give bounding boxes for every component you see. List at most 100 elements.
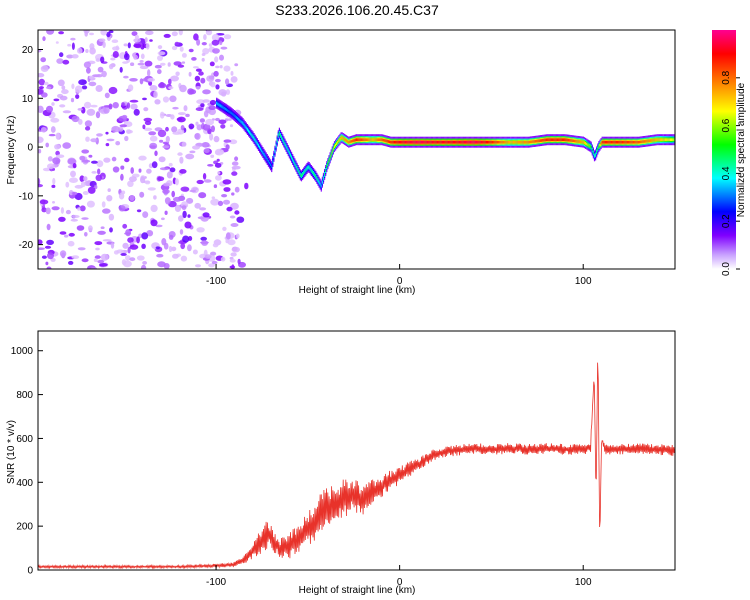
- heatmap-cell: [592, 151, 594, 155]
- heatmap-cell: [313, 172, 315, 175]
- heatmap-cell: [85, 136, 90, 142]
- heatmap-cell: [205, 118, 215, 126]
- heatmap-cell: [55, 154, 65, 158]
- heatmap-cell: [418, 140, 420, 144]
- heatmap-cell: [548, 138, 550, 141]
- heatmap-cell: [93, 258, 98, 263]
- heatmap-cell: [415, 140, 417, 144]
- heatmap-cell: [144, 120, 152, 126]
- heatmap-cell: [382, 138, 384, 142]
- heatmap-cell: [655, 138, 657, 142]
- heatmap-cell: [392, 140, 394, 144]
- heatmap-cell: [200, 103, 205, 108]
- heatmap-cell: [436, 140, 438, 144]
- heatmap-cell: [86, 108, 96, 116]
- heatmap-cell: [409, 140, 412, 144]
- heatmap-cell: [484, 140, 486, 144]
- heatmap-cell: [214, 148, 224, 156]
- heatmap-cell: [125, 229, 131, 237]
- heatmap-cell: [220, 124, 226, 129]
- heatmap-cell: [277, 134, 279, 138]
- heatmap-cell: [470, 140, 472, 144]
- heatmap-cell: [47, 156, 53, 162]
- heatmap-cell: [71, 115, 80, 123]
- heatmap-cell: [416, 140, 418, 144]
- heatmap-cell: [324, 173, 326, 176]
- heatmap-cell: [162, 145, 170, 149]
- heatmap-cell: [38, 239, 43, 245]
- heatmap-cell: [279, 134, 282, 137]
- heatmap-cell: [560, 138, 562, 141]
- heatmap-cell: [129, 99, 139, 103]
- heatmap-cell: [580, 140, 582, 144]
- heatmap-cell: [318, 180, 320, 184]
- heatmap-cell: [659, 138, 662, 141]
- heatmap-cell: [420, 140, 423, 144]
- heatmap-cell: [62, 59, 70, 65]
- heatmap-cell: [107, 188, 111, 193]
- heatmap-cell: [149, 85, 158, 91]
- heatmap-cell: [118, 205, 126, 212]
- heatmap-cell: [241, 121, 243, 124]
- heatmap-cell: [118, 192, 125, 200]
- heatmap-cell: [204, 254, 212, 259]
- heatmap-cell: [547, 138, 549, 141]
- heatmap-cell: [143, 107, 149, 112]
- heatmap-cell: [46, 30, 55, 35]
- heatmap-cell: [95, 74, 103, 78]
- colorbar-tick-label: 0.8: [721, 70, 732, 84]
- heatmap-cell: [186, 197, 194, 204]
- heatmap-cell: [621, 140, 623, 144]
- heatmap-cell: [195, 86, 201, 90]
- heatmap-cell: [179, 156, 184, 164]
- heatmap-cell: [139, 78, 144, 85]
- heatmap-cell: [408, 140, 410, 144]
- heatmap-cell: [462, 140, 464, 144]
- heatmap-cell: [222, 106, 224, 109]
- heatmap-cell: [523, 140, 525, 144]
- heatmap-cell: [88, 225, 93, 232]
- heatmap-cell: [234, 156, 239, 161]
- heatmap-cell: [45, 207, 51, 215]
- heatmap-cell: [44, 81, 49, 86]
- heatmap-cell: [615, 140, 618, 144]
- heatmap-cell: [231, 171, 238, 176]
- heatmap-cell: [165, 126, 169, 132]
- heatmap-cell: [229, 139, 238, 145]
- heatmap-cell: [583, 141, 586, 144]
- snr-xtick-label: 0: [397, 577, 403, 588]
- heatmap-cell: [96, 133, 103, 137]
- heatmap-cell: [218, 119, 227, 125]
- heatmap-cell: [112, 102, 119, 109]
- heatmap-cell: [397, 140, 399, 144]
- heatmap-cell: [82, 191, 89, 195]
- heatmap-cell: [100, 226, 105, 229]
- heatmap-cell: [517, 140, 520, 144]
- spectrogram-ylabel: Frequency (Hz): [6, 116, 17, 185]
- heatmap-cell: [198, 71, 204, 76]
- heatmap-cell: [216, 101, 218, 105]
- heatmap-cell: [556, 138, 558, 141]
- heatmap-cell: [164, 197, 171, 205]
- heatmap-cell: [210, 125, 215, 133]
- heatmap-cell: [566, 138, 568, 142]
- heatmap-cell: [554, 138, 556, 141]
- heatmap-cell: [598, 145, 600, 148]
- heatmap-cell: [438, 140, 440, 144]
- heatmap-cell: [41, 207, 47, 213]
- heatmap-cell: [144, 60, 153, 67]
- heatmap-cell: [506, 140, 508, 144]
- heatmap-cell: [121, 102, 125, 107]
- heatmap-cell: [72, 163, 77, 169]
- heatmap-cell: [39, 199, 49, 205]
- heatmap-cell: [110, 242, 115, 249]
- heatmap-cell: [320, 184, 322, 188]
- heatmap-cell: [385, 139, 387, 143]
- heatmap-cell: [352, 139, 354, 142]
- heatmap-cell: [230, 223, 239, 227]
- heatmap-cell: [285, 145, 287, 148]
- heatmap-cell: [331, 150, 333, 154]
- heatmap-cell: [546, 138, 548, 141]
- heatmap-cell: [127, 84, 134, 92]
